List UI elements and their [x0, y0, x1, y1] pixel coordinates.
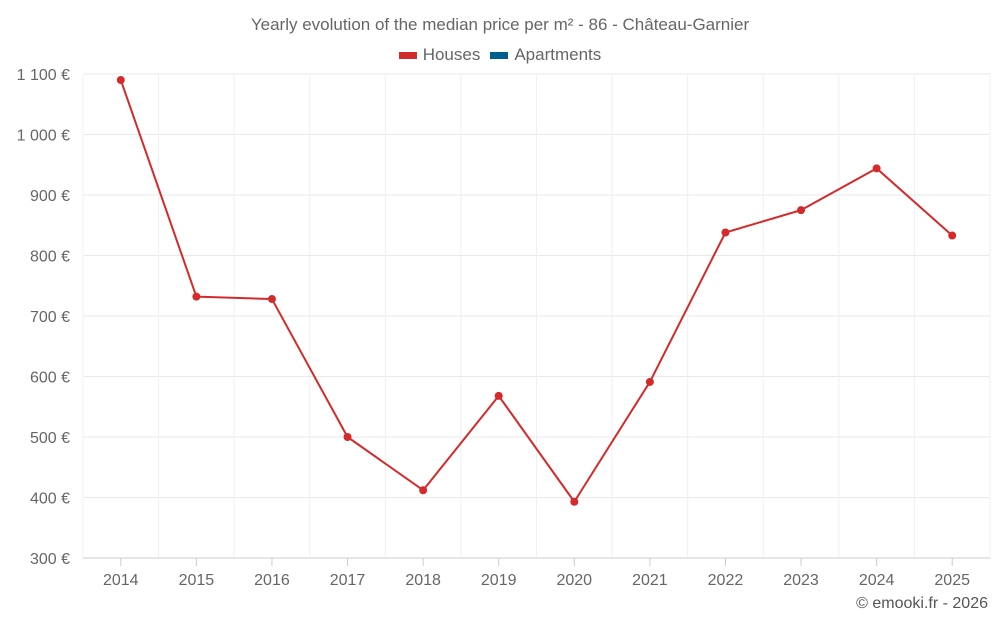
x-tick-label: 2017: [330, 572, 366, 589]
data-point: [116, 76, 125, 85]
data-point: [570, 497, 579, 506]
legend-label-apartments: Apartments: [514, 45, 602, 64]
x-tick-label: 2025: [934, 572, 970, 589]
x-tick-label: 2014: [103, 572, 139, 589]
data-point: [645, 377, 654, 386]
series-line-houses: [119, 79, 953, 503]
legend-item-houses[interactable]: Houses: [398, 45, 481, 65]
legend: Houses Apartments: [0, 45, 1000, 65]
legend-swatch-apartments: [490, 51, 509, 59]
data-point: [192, 292, 201, 301]
y-tick-label: 700 €: [30, 309, 70, 326]
data-point: [267, 295, 276, 304]
x-tick-label: 2024: [859, 572, 895, 589]
data-point: [494, 391, 503, 400]
y-tick-label: 1 000 €: [17, 128, 70, 145]
data-point: [419, 486, 428, 495]
x-tick-label: 2018: [405, 572, 441, 589]
legend-swatch-houses: [398, 51, 417, 59]
data-point: [872, 164, 881, 173]
x-tick-label: 2019: [481, 572, 517, 589]
y-tick-label: 600 €: [30, 370, 70, 387]
x-tick-label: 2020: [556, 572, 592, 589]
y-tick-label: 900 €: [30, 188, 70, 205]
y-tick-label: 300 €: [30, 551, 70, 568]
y-tick-label: 500 €: [30, 430, 70, 447]
y-tick-label: 400 €: [30, 491, 70, 508]
x-tick-label: 2015: [179, 572, 215, 589]
legend-item-apartments[interactable]: Apartments: [490, 45, 601, 65]
x-tick-label: 2023: [783, 572, 819, 589]
data-point: [721, 228, 730, 237]
y-tick-label: 800 €: [30, 249, 70, 266]
credit: © emooki.fr - 2026: [856, 595, 988, 612]
legend-label-houses: Houses: [422, 45, 481, 64]
data-point: [948, 231, 957, 240]
chart-title: Yearly evolution of the median price per…: [250, 15, 750, 34]
data-point: [343, 433, 352, 441]
x-tick-label: 2021: [632, 572, 668, 589]
x-tick-label: 2022: [708, 572, 744, 589]
y-tick-label: 1 100 €: [17, 67, 70, 84]
x-tick-label: 2016: [254, 572, 290, 589]
data-point: [797, 206, 806, 215]
